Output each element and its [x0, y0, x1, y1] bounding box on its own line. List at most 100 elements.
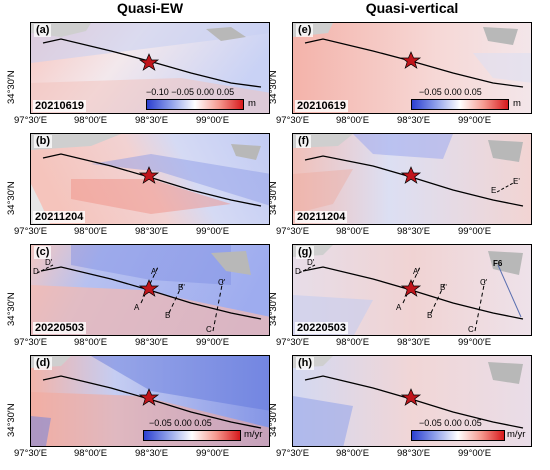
lat-tick-label: 34°30′N	[6, 292, 17, 326]
lon-tick-label: 97°30′E	[276, 448, 310, 459]
epicenter-star-icon	[138, 279, 160, 297]
epicenter-star-icon	[400, 166, 422, 184]
panel-h: (h) −0.05 0.00 0.05 m/yr	[292, 355, 532, 447]
lon-tick-label: 97°30′E	[14, 448, 48, 459]
panel-label: (c)	[34, 246, 52, 259]
colorbar-ticks: −0.05 0.00 0.05	[149, 418, 212, 428]
lon-tick-label: 97°30′E	[276, 115, 310, 126]
lon-tick-label: 98°30′E	[397, 115, 431, 126]
profile-label: B	[427, 311, 433, 320]
panel-label: (d)	[34, 357, 53, 370]
lon-tick-label: 97°30′E	[14, 337, 48, 348]
panel-label: (h)	[296, 357, 315, 370]
panel-date: 20210619	[295, 100, 348, 112]
lon-tick-label: 98°00′E	[74, 448, 108, 459]
lon-tick-label: 98°30′E	[397, 448, 431, 459]
profile-label: D	[33, 267, 39, 276]
epicenter-star-icon	[138, 166, 160, 184]
column-title-quasi-ew: Quasi-EW	[116, 0, 184, 16]
panel-date: 20220503	[33, 322, 86, 334]
lon-tick-label: 98°00′E	[74, 226, 108, 237]
epicenter-star-icon	[138, 388, 160, 406]
colorbar-unit: m	[513, 98, 521, 109]
deformation-map	[293, 245, 531, 335]
lon-tick-label: 99°00′E	[458, 448, 492, 459]
lon-tick-label: 98°30′E	[135, 115, 169, 126]
profile-label: C	[468, 325, 474, 334]
profile-label: A	[396, 303, 402, 312]
lat-tick-label: 34°30′N	[268, 292, 279, 326]
profile-label: A'	[151, 267, 158, 276]
lon-tick-label: 98°30′E	[397, 337, 431, 348]
colorbar-unit: m	[248, 98, 256, 109]
lon-tick-label: 97°30′E	[276, 337, 310, 348]
lat-tick-label: 34°30′N	[268, 70, 279, 104]
profile-label: D'	[307, 258, 315, 267]
lon-tick-label: 98°00′E	[74, 115, 108, 126]
lon-tick-label: 99°00′E	[196, 115, 230, 126]
profile-label: D	[295, 267, 301, 276]
colorbar-unit: m/yr	[507, 429, 526, 440]
deformation-map	[293, 134, 531, 224]
deformation-map	[31, 245, 269, 335]
colorbar	[143, 430, 241, 441]
panel-e: (e) 20210619 −0.05 0.00 0.05 m	[292, 22, 532, 114]
colorbar	[146, 99, 244, 110]
panel-g: (g) 20220503 A A' B B' C C' D D' F6	[292, 244, 532, 336]
column-title-quasi-vertical: Quasi-vertical	[365, 0, 459, 16]
colorbar-ticks: −0.05 0.00 0.05	[419, 418, 482, 428]
panel-d: (d) −0.05 0.00 0.05 m/yr	[30, 355, 270, 447]
lon-tick-label: 99°00′E	[196, 226, 230, 237]
panel-label: (a)	[34, 24, 52, 37]
panel-date: 20211204	[33, 211, 86, 223]
profile-label: C	[206, 325, 212, 334]
profile-label: C'	[480, 278, 488, 287]
lon-tick-label: 99°00′E	[458, 226, 492, 237]
lat-tick-label: 34°30′N	[6, 70, 17, 104]
lon-tick-label: 98°30′E	[135, 226, 169, 237]
lon-tick-label: 99°00′E	[196, 448, 230, 459]
panel-label: (b)	[34, 135, 53, 148]
lon-tick-label: 98°00′E	[74, 337, 108, 348]
panel-f: (f) 20211204 E E'	[292, 133, 532, 225]
lon-tick-label: 99°00′E	[458, 115, 492, 126]
profile-label: C'	[218, 278, 226, 287]
colorbar-ticks: −0.10 −0.05 0.00 0.05	[146, 87, 235, 97]
profile-label: A'	[413, 267, 420, 276]
panel-date: 20211204	[295, 211, 348, 223]
panel-label: (g)	[296, 246, 315, 259]
lat-tick-label: 34°30′N	[6, 403, 17, 437]
lon-tick-label: 98°30′E	[397, 226, 431, 237]
panel-a: (a) 20210619 −0.10 −0.05 0.00 0.05 m	[30, 22, 270, 114]
panel-b: (b) 20211204	[30, 133, 270, 225]
deformation-map	[293, 23, 531, 113]
lon-tick-label: 98°30′E	[135, 337, 169, 348]
panel-c: (c) 20220503 A A' B B' C C' D D'	[30, 244, 270, 336]
epicenter-star-icon	[138, 53, 160, 71]
lon-tick-label: 98°30′E	[135, 448, 169, 459]
panel-label: (e)	[296, 24, 314, 37]
colorbar-ticks: −0.05 0.00 0.05	[419, 87, 482, 97]
colorbar	[411, 430, 505, 441]
lon-tick-label: 99°00′E	[196, 337, 230, 348]
profile-label: B	[165, 311, 171, 320]
lon-tick-label: 97°30′E	[14, 115, 48, 126]
profile-label: B'	[178, 283, 185, 292]
deformation-map	[31, 23, 269, 113]
epicenter-star-icon	[400, 51, 422, 69]
profile-label: E	[491, 186, 497, 195]
panel-date: 20220503	[295, 322, 348, 334]
lon-tick-label: 98°00′E	[336, 448, 370, 459]
colorbar	[411, 99, 509, 110]
profile-label: B'	[440, 283, 447, 292]
colorbar-unit: m/yr	[244, 429, 263, 440]
lat-tick-label: 34°30′N	[268, 181, 279, 215]
deformation-map	[31, 134, 269, 224]
lat-tick-label: 34°30′N	[6, 181, 17, 215]
lon-tick-label: 98°00′E	[336, 337, 370, 348]
epicenter-star-icon	[400, 279, 422, 297]
epicenter-star-icon	[400, 388, 422, 406]
lon-tick-label: 99°00′E	[458, 337, 492, 348]
fault-label: F6	[493, 259, 503, 268]
lon-tick-label: 97°30′E	[14, 226, 48, 237]
